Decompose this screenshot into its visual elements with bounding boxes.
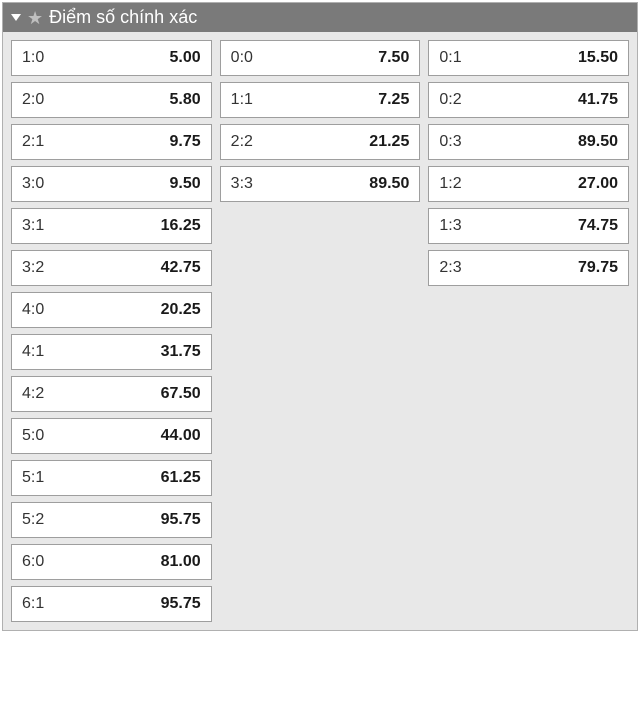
odds-cell[interactable]: 3:0 9.50 (11, 166, 212, 202)
odds-cell[interactable]: 4:0 20.25 (11, 292, 212, 328)
odds-cell[interactable]: 5:1 61.25 (11, 460, 212, 496)
score-label: 4:0 (22, 301, 44, 319)
odds-value: 31.75 (161, 343, 201, 361)
odds-cell[interactable]: 0:3 89.50 (428, 124, 629, 160)
odds-cell[interactable]: 0:2 41.75 (428, 82, 629, 118)
score-label: 0:2 (439, 91, 461, 109)
odds-cell[interactable]: 5:2 95.75 (11, 502, 212, 538)
star-icon[interactable]: ★ (27, 9, 43, 27)
column-home-wins: 1:0 5.00 2:0 5.80 2:1 9.75 3:0 9.50 3:1 16.25 3:2 4… (11, 40, 212, 622)
odds-value: 27.00 (578, 175, 618, 193)
score-label: 0:3 (439, 133, 461, 151)
odds-value: 74.75 (578, 217, 618, 235)
odds-cell[interactable]: 2:2 21.25 (220, 124, 421, 160)
odds-value: 41.75 (578, 91, 618, 109)
odds-value: 61.25 (161, 469, 201, 487)
score-label: 1:3 (439, 217, 461, 235)
odds-cell[interactable]: 5:0 44.00 (11, 418, 212, 454)
odds-value: 5.00 (170, 49, 201, 67)
odds-value: 21.25 (369, 133, 409, 151)
score-label: 0:1 (439, 49, 461, 67)
odds-value: 89.50 (578, 133, 618, 151)
column-away-wins: 0:1 15.50 0:2 41.75 0:3 89.50 1:2 27.00 1:3 74.75… (428, 40, 629, 622)
odds-value: 79.75 (578, 259, 618, 277)
score-label: 0:0 (231, 49, 253, 67)
panel-title: Điểm số chính xác (49, 7, 197, 28)
odds-cell[interactable]: 3:2 42.75 (11, 250, 212, 286)
panel-body: 1:0 5.00 2:0 5.80 2:1 9.75 3:0 9.50 3:1 16.25 3:2 4… (3, 32, 637, 630)
panel-header[interactable]: ★ Điểm số chính xác (3, 3, 637, 32)
score-label: 4:1 (22, 343, 44, 361)
odds-value: 89.50 (369, 175, 409, 193)
score-label: 3:2 (22, 259, 44, 277)
odds-cell[interactable]: 3:1 16.25 (11, 208, 212, 244)
odds-value: 20.25 (161, 301, 201, 319)
score-label: 5:1 (22, 469, 44, 487)
odds-value: 42.75 (161, 259, 201, 277)
chevron-down-icon (11, 14, 21, 21)
odds-value: 95.75 (161, 511, 201, 529)
odds-cell[interactable]: 0:1 15.50 (428, 40, 629, 76)
odds-value: 5.80 (170, 91, 201, 109)
score-label: 5:2 (22, 511, 44, 529)
odds-cell[interactable]: 0:0 7.50 (220, 40, 421, 76)
score-label: 3:3 (231, 175, 253, 193)
score-label: 2:0 (22, 91, 44, 109)
score-label: 5:0 (22, 427, 44, 445)
odds-cell[interactable]: 1:0 5.00 (11, 40, 212, 76)
odds-value: 44.00 (161, 427, 201, 445)
odds-value: 95.75 (161, 595, 201, 613)
score-label: 6:1 (22, 595, 44, 613)
score-label: 4:2 (22, 385, 44, 403)
score-label: 1:2 (439, 175, 461, 193)
score-label: 6:0 (22, 553, 44, 571)
score-label: 2:1 (22, 133, 44, 151)
odds-cell[interactable]: 3:3 89.50 (220, 166, 421, 202)
score-label: 1:0 (22, 49, 44, 67)
odds-cell[interactable]: 1:2 27.00 (428, 166, 629, 202)
odds-cell[interactable]: 6:1 95.75 (11, 586, 212, 622)
odds-cell[interactable]: 2:1 9.75 (11, 124, 212, 160)
odds-cell[interactable]: 1:1 7.25 (220, 82, 421, 118)
odds-cell[interactable]: 1:3 74.75 (428, 208, 629, 244)
odds-cell[interactable]: 4:2 67.50 (11, 376, 212, 412)
column-draws: 0:0 7.50 1:1 7.25 2:2 21.25 3:3 89.50 (220, 40, 421, 622)
odds-value: 7.25 (378, 91, 409, 109)
score-label: 2:2 (231, 133, 253, 151)
odds-value: 7.50 (378, 49, 409, 67)
odds-value: 67.50 (161, 385, 201, 403)
odds-value: 9.75 (170, 133, 201, 151)
score-label: 3:0 (22, 175, 44, 193)
odds-cell[interactable]: 6:0 81.00 (11, 544, 212, 580)
correct-score-panel: ★ Điểm số chính xác 1:0 5.00 2:0 5.80 2:1 9.7… (2, 2, 638, 631)
odds-value: 9.50 (170, 175, 201, 193)
odds-value: 15.50 (578, 49, 618, 67)
odds-value: 16.25 (161, 217, 201, 235)
score-label: 3:1 (22, 217, 44, 235)
odds-cell[interactable]: 2:3 79.75 (428, 250, 629, 286)
odds-cell[interactable]: 2:0 5.80 (11, 82, 212, 118)
odds-value: 81.00 (161, 553, 201, 571)
score-label: 1:1 (231, 91, 253, 109)
odds-cell[interactable]: 4:1 31.75 (11, 334, 212, 370)
score-label: 2:3 (439, 259, 461, 277)
